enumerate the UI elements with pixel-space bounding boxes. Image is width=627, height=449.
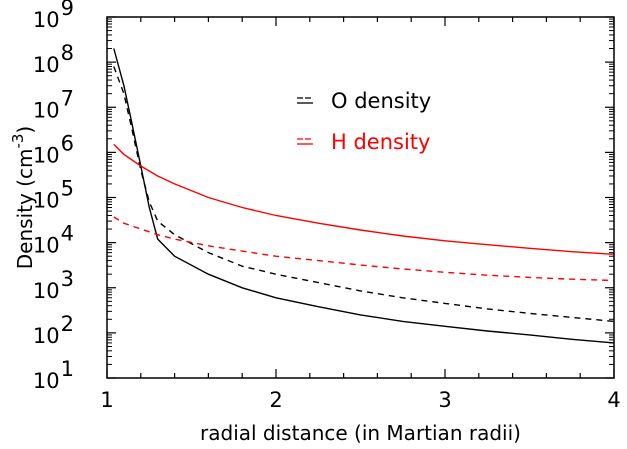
plot-frame <box>106 16 615 379</box>
y-tick-label: 105 <box>33 177 74 213</box>
legend-label: O density <box>331 89 431 113</box>
o-density-dashed-line <box>113 66 615 323</box>
y-axis-label: Density (cm-3) <box>9 126 37 269</box>
y-tick-label: 103 <box>33 267 74 303</box>
y-tick-label: 109 <box>33 0 74 32</box>
x-axis-label: radial distance (in Martian radii) <box>200 421 521 445</box>
y-axis-label-prefix: Density (cm <box>13 149 37 270</box>
y-tick-label: 104 <box>33 222 74 258</box>
plot-curves <box>113 48 615 344</box>
y-axis-label-suffix: ) <box>13 126 37 134</box>
x-tick-label: 1 <box>100 388 113 412</box>
y-tick-label: 101 <box>33 357 74 393</box>
y-tick-label: 106 <box>33 131 74 167</box>
h-density-dashed-line <box>113 216 615 282</box>
legend-label: H density <box>331 130 430 154</box>
y-tick-label: 107 <box>33 86 74 122</box>
x-tick-label: 3 <box>438 388 451 412</box>
o-density-solid-line <box>113 48 615 344</box>
h-density-solid-line <box>113 143 615 255</box>
y-axis-label-exponent: -3 <box>9 134 27 149</box>
y-tick-label: 102 <box>33 312 74 348</box>
x-tick-label: 2 <box>269 388 282 412</box>
y-axis: 101 102 103 104 105 106 107 108 109 <box>33 0 614 393</box>
x-tick-label: 4 <box>607 388 620 412</box>
y-tick-label: 108 <box>33 41 74 77</box>
x-axis: 1 2 3 4 <box>100 17 621 412</box>
legend: O density H density <box>297 89 431 154</box>
